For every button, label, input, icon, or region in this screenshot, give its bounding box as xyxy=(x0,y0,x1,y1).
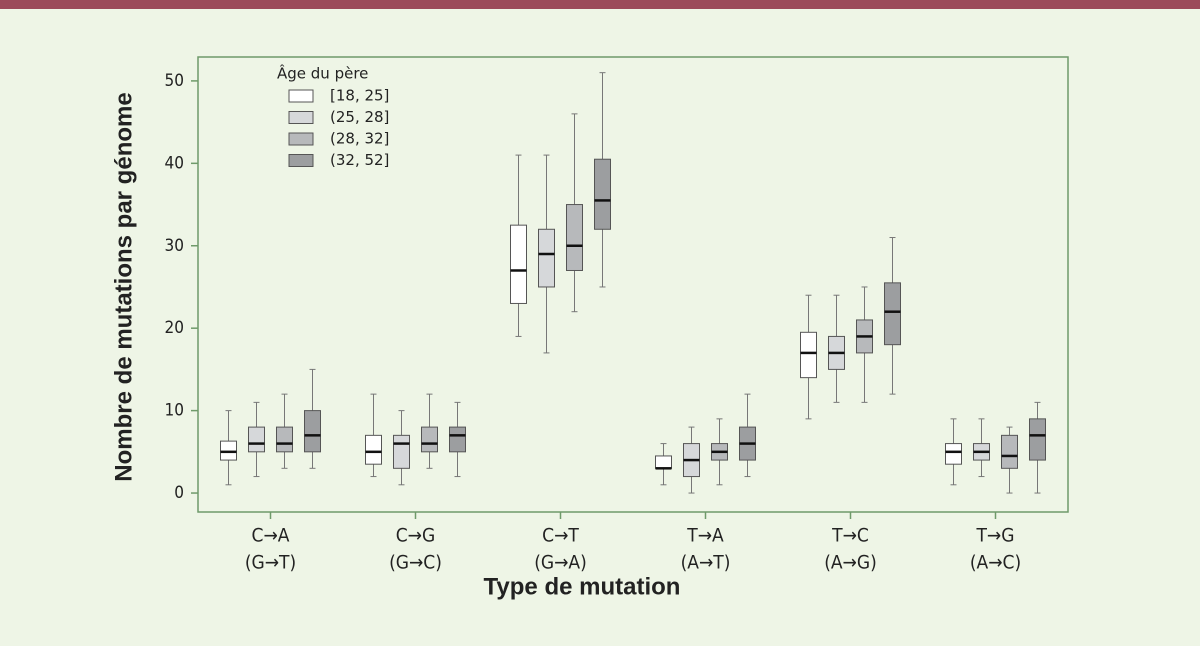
x-tick-label: C→A xyxy=(252,525,290,547)
box xyxy=(800,331,817,379)
box xyxy=(276,426,293,453)
box xyxy=(304,410,321,453)
box xyxy=(538,228,555,288)
legend-swatch xyxy=(288,154,314,167)
box xyxy=(1001,434,1018,469)
y-tick-label: 50 xyxy=(165,71,184,91)
box xyxy=(393,434,410,469)
y-tick-label: 10 xyxy=(165,401,184,421)
box xyxy=(594,158,611,230)
box xyxy=(248,426,265,453)
legend-title: Âge du père xyxy=(277,64,368,83)
legend-label: (32, 52] xyxy=(330,151,389,169)
box xyxy=(510,224,527,304)
x-tick-label: (A→G) xyxy=(824,552,877,574)
box xyxy=(945,443,962,465)
x-tick-label: (A→T) xyxy=(681,552,731,574)
plot-frame xyxy=(197,56,1069,513)
x-tick-label: C→T xyxy=(542,525,579,547)
y-axis-title: Nombre de mutations par génome xyxy=(110,92,137,481)
y-tick-label: 20 xyxy=(165,318,184,338)
y-tick-label: 40 xyxy=(165,153,184,173)
top-bar xyxy=(0,0,1200,9)
box xyxy=(655,455,672,469)
x-tick-label: (A→C) xyxy=(970,552,1021,574)
box xyxy=(1029,418,1046,461)
y-tick-label: 30 xyxy=(165,236,184,256)
box xyxy=(449,426,466,453)
x-tick-label: (G→A) xyxy=(534,552,587,574)
y-tick-label: 0 xyxy=(174,483,184,503)
x-axis-title: Type de mutation xyxy=(484,573,681,600)
x-tick-label: T→A xyxy=(686,525,724,547)
legend-swatch xyxy=(288,89,314,103)
box xyxy=(884,282,901,346)
box xyxy=(421,426,438,453)
x-tick-label: C→G xyxy=(396,525,436,547)
box xyxy=(365,434,382,465)
legend-swatch xyxy=(288,111,314,124)
legend-label: [18, 25] xyxy=(330,87,389,105)
box xyxy=(566,204,583,271)
legend-label: (25, 28] xyxy=(330,108,389,126)
x-tick-label: (G→T) xyxy=(245,552,296,574)
legend-swatch xyxy=(288,132,314,146)
x-tick-label: (G→C) xyxy=(389,552,442,574)
x-tick-label: T→C xyxy=(831,525,869,547)
x-tick-label: T→G xyxy=(975,525,1014,547)
legend-label: (28, 32] xyxy=(330,130,389,148)
